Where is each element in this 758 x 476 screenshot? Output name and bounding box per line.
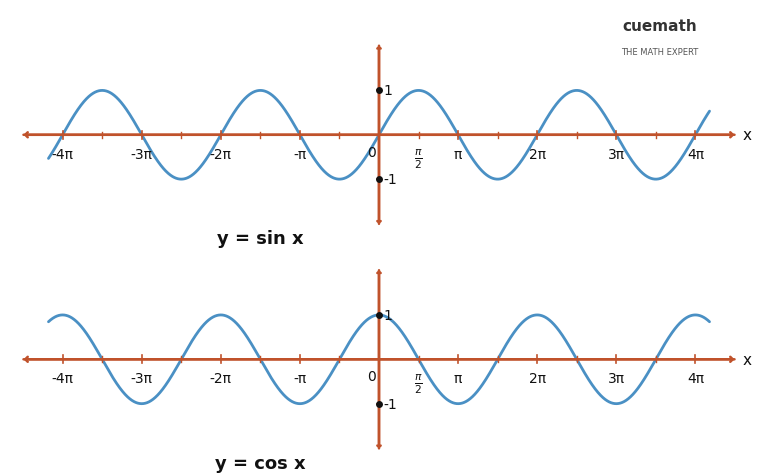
Text: -3π: -3π bbox=[130, 148, 152, 161]
Text: cuemath: cuemath bbox=[622, 19, 697, 34]
Text: -2π: -2π bbox=[210, 148, 232, 161]
Text: -4π: -4π bbox=[52, 371, 74, 386]
Text: 1: 1 bbox=[384, 84, 393, 98]
Text: π: π bbox=[454, 371, 462, 386]
Text: 0: 0 bbox=[367, 369, 376, 383]
Text: -3π: -3π bbox=[130, 371, 152, 386]
Text: π: π bbox=[454, 148, 462, 161]
Text: 0: 0 bbox=[367, 145, 376, 159]
Text: 2π: 2π bbox=[528, 148, 546, 161]
Text: 4π: 4π bbox=[687, 148, 704, 161]
Text: $\frac{\pi}{2}$: $\frac{\pi}{2}$ bbox=[414, 148, 423, 171]
Text: x: x bbox=[743, 352, 752, 367]
Text: 3π: 3π bbox=[608, 148, 625, 161]
Text: 1: 1 bbox=[384, 308, 393, 322]
Text: 3π: 3π bbox=[608, 371, 625, 386]
Text: y = sin x: y = sin x bbox=[217, 230, 304, 248]
Text: -1: -1 bbox=[384, 397, 397, 411]
Text: -4π: -4π bbox=[52, 148, 74, 161]
Text: -π: -π bbox=[293, 148, 306, 161]
Text: 4π: 4π bbox=[687, 371, 704, 386]
Text: -π: -π bbox=[293, 371, 306, 386]
Text: y = cos x: y = cos x bbox=[215, 454, 305, 472]
Text: THE MATH EXPERT: THE MATH EXPERT bbox=[621, 48, 698, 57]
Text: 2π: 2π bbox=[528, 371, 546, 386]
Text: -1: -1 bbox=[384, 173, 397, 187]
Text: $\frac{\pi}{2}$: $\frac{\pi}{2}$ bbox=[414, 371, 423, 395]
Text: -2π: -2π bbox=[210, 371, 232, 386]
Text: x: x bbox=[743, 128, 752, 143]
